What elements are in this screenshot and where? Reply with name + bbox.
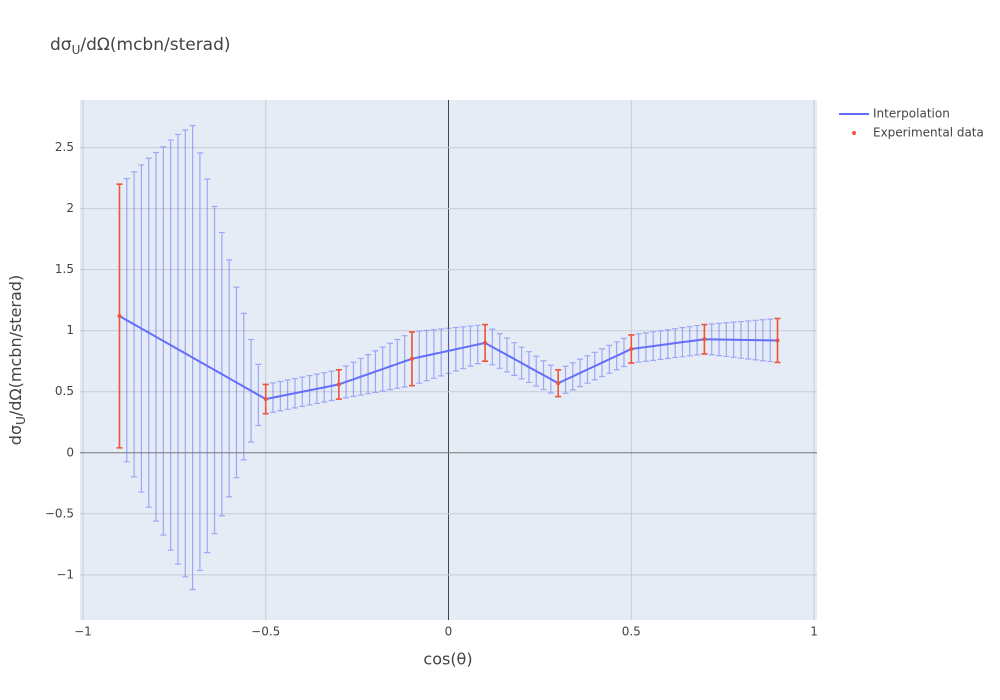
label-part: /dΩ(mcbn/sterad) — [6, 275, 25, 416]
x-axis-title: cos(θ) — [423, 650, 472, 669]
y-tick-label: 0 — [66, 445, 74, 459]
y-axis-title: dσU/dΩ(mcbn/sterad) — [6, 275, 28, 445]
chart-title: dσU/dΩ(mcbn/sterad) — [50, 35, 231, 57]
y-tick-label: −1 — [56, 567, 74, 581]
y-tick-label: 2.5 — [55, 140, 74, 154]
title-part: /dΩ(mcbn/sterad) — [80, 35, 230, 55]
data-point — [556, 381, 561, 386]
data-point — [336, 382, 341, 387]
data-point — [263, 397, 268, 402]
title-subscript: U — [72, 43, 81, 57]
x-tick-label: 1 — [810, 625, 818, 639]
y-tick-label: 2 — [66, 201, 74, 215]
title-part: dσ — [50, 35, 72, 55]
x-tick-label: 0.5 — [622, 625, 641, 639]
data-point — [117, 314, 122, 319]
label-part: dσ — [6, 425, 25, 445]
y-tick-label: 0.5 — [55, 384, 74, 398]
data-point — [702, 337, 707, 342]
y-tick-label: 1.5 — [55, 262, 74, 276]
x-tick-label: −0.5 — [251, 625, 280, 639]
x-tick-label: 0 — [445, 625, 453, 639]
label-subscript: U — [14, 416, 28, 425]
marks — [116, 125, 781, 591]
x-tick-label: −1 — [74, 625, 92, 639]
data-point — [483, 340, 488, 345]
data-point — [629, 347, 634, 352]
y-tick-label: −0.5 — [45, 506, 74, 520]
data-point — [409, 356, 414, 361]
data-point — [775, 338, 780, 343]
legend-label: Experimental data — [873, 126, 984, 140]
legend-label: Interpolation — [873, 107, 950, 121]
interpolation-line — [118, 315, 778, 401]
y-tick-label: 1 — [66, 323, 74, 337]
legend-swatch — [852, 131, 856, 135]
